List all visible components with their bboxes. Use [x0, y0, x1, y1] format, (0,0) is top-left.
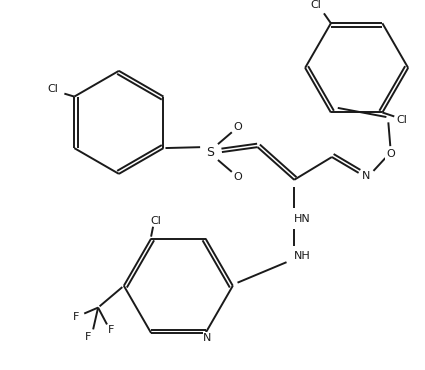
Text: Cl: Cl: [397, 115, 408, 125]
Text: S: S: [206, 145, 214, 159]
Text: N: N: [203, 333, 212, 343]
Text: O: O: [386, 149, 395, 159]
Text: F: F: [73, 313, 79, 323]
Text: F: F: [108, 325, 114, 335]
Text: O: O: [233, 122, 242, 132]
Text: N: N: [363, 171, 371, 181]
Text: O: O: [233, 172, 242, 182]
Text: Cl: Cl: [47, 84, 58, 94]
Text: NH: NH: [294, 251, 311, 261]
Text: F: F: [85, 332, 91, 342]
Text: Cl: Cl: [150, 216, 162, 226]
Text: Cl: Cl: [311, 0, 321, 10]
Text: HN: HN: [294, 215, 311, 225]
